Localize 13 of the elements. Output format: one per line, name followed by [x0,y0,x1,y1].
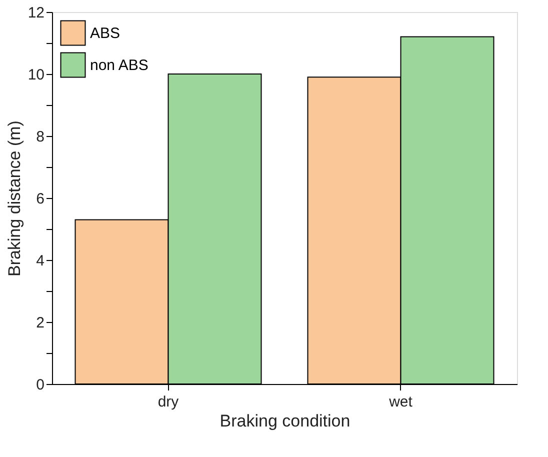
y-tick-label: 8 [36,128,44,146]
y-tick-label: 6 [36,190,44,208]
legend-label: ABS [90,25,120,42]
y-tick-label: 10 [28,66,44,84]
x-tick-label: wet [388,394,414,410]
x-tick-label: dry [158,394,180,410]
y-tick-label: 2 [36,314,44,332]
y-tick-label: 0 [36,376,44,394]
y-axis-title: Braking distance (m) [4,120,24,276]
y-tick-label: 12 [28,4,44,22]
x-axis-title: Braking condition [220,412,350,430]
y-tick-label: 4 [36,252,44,270]
legend-label: non ABS [90,57,148,74]
